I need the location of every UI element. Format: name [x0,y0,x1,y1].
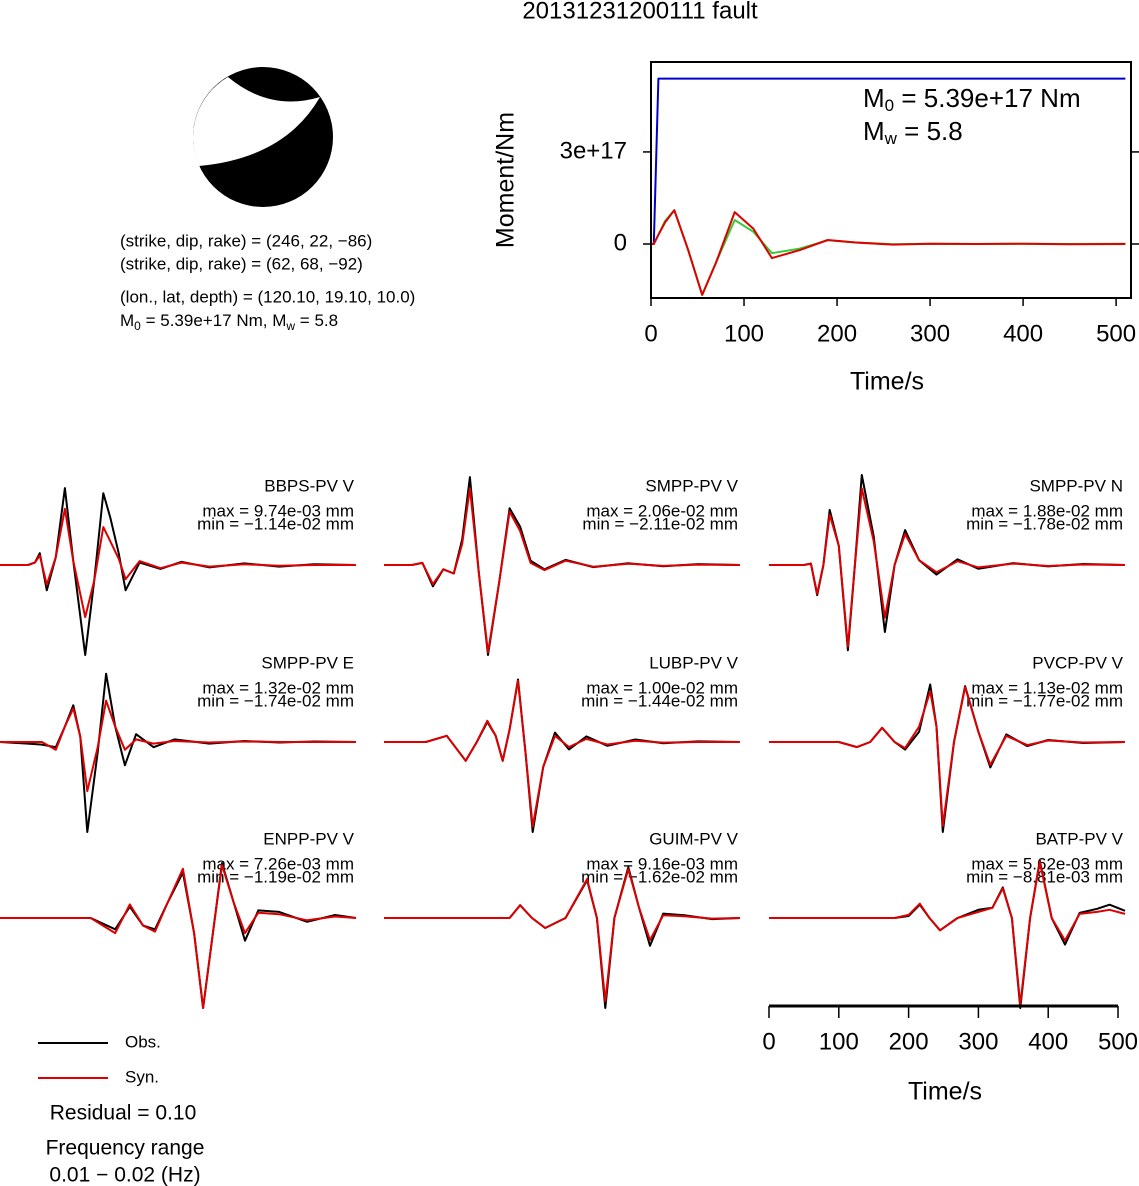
x-tick-label: 400 [1003,320,1043,347]
panel-annotation: max = 2.06e-02 mm [586,501,738,520]
series-line [769,860,1126,1006]
series-line [651,209,1126,296]
text: = 5.8 [897,116,963,146]
series-line [384,868,741,1003]
magnitude: M0 = 5.39e+17 Nm, Mw = 5.8 [120,311,338,333]
beachball-dilatation [192,77,320,166]
annotation: M0 = 5.39e+17 Nm [863,83,1081,116]
figure-title: 20131231200111 fault [522,0,758,24]
panel-annotation: min = −1.78e-02 mm [966,514,1123,533]
symbol: M [863,83,885,113]
x-tick-label: 400 [1028,1028,1068,1055]
symbol: M [120,311,134,330]
panel-annotation: max = 1.13e-02 mm [971,678,1123,697]
series-line [0,699,356,793]
x-tick-label: 0 [644,320,657,347]
panel-annotation: min = −1.74e-02 mm [197,691,354,710]
x-tick-label: 0 [762,1028,775,1055]
series-line [384,487,741,654]
x-tick-label: 100 [724,320,764,347]
subscript: w [285,319,295,333]
plane-1: (strike, dip, rake) = (246, 22, −86) [120,231,372,250]
x-tick-label: 500 [1096,320,1136,347]
panel-annotation: min = −1.19e-02 mm [197,867,354,886]
panel-annotation: min = −1.77e-02 mm [966,691,1123,710]
panel-annotation: max = 5.62e-03 mm [971,854,1123,873]
panel-annotation: min = −8.81e-03 mm [966,867,1123,886]
panel-annotation: max = 1.88e-02 mm [971,501,1123,520]
panel-title: LUBP-PV V [649,653,738,672]
panel-title: SMPP-PV N [1029,476,1123,495]
panel-title: BBPS-PV V [264,476,354,495]
series-line [651,77,1126,245]
text: = 5.39e+17 Nm [894,83,1080,113]
panel-annotation: min = −2.11e-02 mm [582,514,738,533]
beachball [192,67,333,207]
panel-annotation: max = 9.74e-03 mm [202,501,354,520]
subscript: 0 [134,319,141,333]
panel-annotation: min = −1.62e-02 mm [581,867,738,886]
frequency-label: Frequency range [46,1137,205,1160]
series-line [384,866,741,1009]
annotation: Mw = 5.8 [863,116,963,149]
panel-annotation: max = 1.00e-02 mm [586,678,738,697]
text: = 5.39e+17 Nm, [141,311,272,330]
panel-annotation: max = 9.16e-03 mm [586,854,738,873]
x-tick-label: 300 [958,1028,998,1055]
residual: Residual = 0.10 [50,1102,197,1125]
x-tick-label: 500 [1098,1028,1138,1055]
legend-label: Obs. [125,1032,161,1051]
panel-annotation: min = −1.14e-02 mm [197,514,354,533]
series-line [0,507,356,619]
series-line [769,487,1126,648]
symbol: M [863,116,885,146]
x-tick-label: 100 [819,1028,859,1055]
text: = 5.8 [295,311,338,330]
series-line [384,679,740,828]
x-tick-label: 200 [889,1028,929,1055]
location: (lon., lat, depth) = (120.10, 19.10, 10.… [120,287,415,306]
panel-title: PVCP-PV V [1032,653,1123,672]
x-tick-label: 300 [910,320,950,347]
y-tick-label: 3e+17 [560,137,627,164]
plot-area [651,77,1126,296]
series-line [651,209,1126,296]
subscript: w [884,129,898,148]
panel-annotation: max = 1.32e-02 mm [202,678,354,697]
panel-annotation: max = 7.26e-03 mm [202,854,354,873]
panel-title: BATP-PV V [1035,829,1123,848]
x-tick-label: 200 [817,320,857,347]
panel-annotation: min = −1.44e-02 mm [581,691,738,710]
symbol: M [272,311,286,330]
panel-title: SMPP-PV V [645,476,738,495]
plot-frame [650,61,1132,299]
plane-2: (strike, dip, rake) = (62, 68, −92) [120,254,363,273]
x-axis-label: Time/s [908,1078,982,1106]
subscript: 0 [885,96,894,115]
panel-title: ENPP-PV V [263,829,354,848]
panel-title: SMPP-PV E [261,653,354,672]
x-axis-label: Time/s [850,368,924,396]
frequency-range: 0.01 − 0.02 (Hz) [49,1164,200,1186]
series-line [0,864,357,1009]
y-tick-label: 0 [614,229,627,256]
legend-label: Syn. [125,1067,159,1086]
series-line [769,686,1126,827]
panel-title: GUIM-PV V [649,829,738,848]
y-axis-label: Moment/Nm [492,112,520,248]
